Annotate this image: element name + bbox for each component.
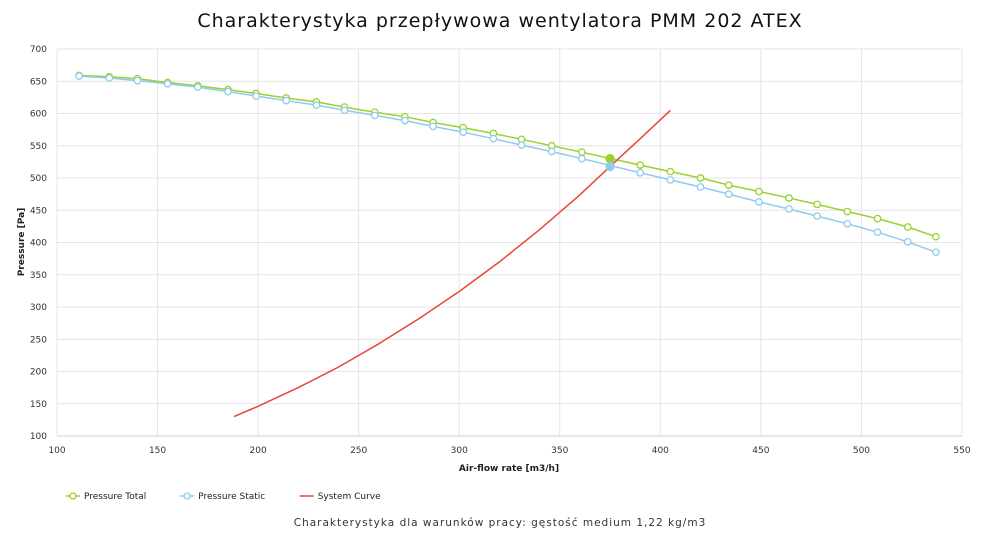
x-tick-label: 200	[250, 446, 267, 456]
data-point	[224, 87, 232, 96]
data-point	[755, 187, 763, 196]
x-tick-label: 350	[551, 446, 568, 456]
y-tick-label: 300	[30, 303, 47, 313]
data-point	[105, 74, 114, 82]
data-point	[312, 101, 321, 109]
legend-item: Pressure Static	[180, 492, 265, 502]
data-point	[666, 176, 675, 184]
data-point	[932, 248, 940, 257]
y-axis-label: Pressure [Pa]	[17, 208, 27, 277]
data-point	[133, 76, 142, 85]
chart-title: Charakterystyka przepływowa wentylatora …	[197, 10, 803, 32]
data-point	[873, 214, 882, 223]
data-point	[578, 154, 586, 163]
data-point	[785, 205, 793, 213]
legend-label: Pressure Static	[198, 492, 265, 502]
data-point	[932, 232, 940, 241]
x-tick-label: 500	[853, 446, 870, 456]
y-tick-label: 550	[30, 142, 47, 152]
y-tick-label: 250	[30, 335, 47, 345]
legend: Pressure Total Pressure Static System Curv…	[66, 492, 381, 502]
y-tick-label: 350	[30, 271, 47, 281]
x-tick-label: 550	[953, 446, 970, 456]
data-point	[843, 207, 852, 216]
series-line	[79, 74, 937, 238]
x-tick-label: 100	[48, 446, 65, 456]
data-point	[282, 96, 291, 105]
legend-item: System Curve	[299, 492, 381, 502]
x-tick-label: 150	[149, 446, 166, 456]
legend-label: System Curve	[318, 492, 381, 502]
y-tick-label: 500	[30, 174, 47, 184]
legend-marker	[69, 492, 77, 500]
y-tick-label: 400	[30, 239, 47, 249]
chart-caption: Charakterystyka dla warunków pracy: gęst…	[293, 517, 707, 529]
data-point	[785, 194, 793, 202]
data-point	[813, 200, 822, 209]
data-point	[517, 141, 526, 149]
y-tick-label: 100	[30, 432, 47, 442]
y-tick-label: 150	[30, 400, 47, 410]
data-point	[75, 72, 83, 80]
y-axis-ticks: 100 150 200 250 300 350 400 450 500 550 600 650 700	[30, 45, 47, 442]
data-point	[578, 148, 586, 157]
series-line	[233, 109, 671, 418]
data-point	[401, 116, 409, 125]
operating-point	[605, 161, 615, 172]
data-point	[193, 83, 202, 91]
grid-lines	[56, 48, 963, 437]
data-point	[636, 168, 645, 177]
y-tick-label: 650	[30, 77, 47, 87]
data-point	[163, 79, 172, 88]
data-point	[724, 181, 733, 189]
y-tick-label: 700	[30, 45, 47, 55]
data-point	[459, 128, 468, 137]
plot-series	[75, 71, 940, 418]
y-tick-label: 200	[30, 368, 47, 378]
data-point	[755, 198, 763, 206]
data-point	[489, 134, 498, 143]
data-point	[843, 219, 852, 228]
data-point	[696, 174, 705, 182]
data-point	[724, 190, 733, 198]
data-point	[873, 228, 882, 237]
data-point	[252, 92, 260, 100]
data-point	[696, 183, 705, 191]
series-line	[79, 75, 937, 253]
data-point	[813, 212, 822, 220]
x-axis-ticks: 100 150 200 250 300 350 400 450 500 550	[48, 446, 970, 456]
x-tick-label: 450	[752, 446, 769, 456]
x-tick-label: 400	[652, 446, 669, 456]
x-tick-label: 250	[350, 446, 367, 456]
y-tick-label: 600	[30, 110, 47, 120]
operating-point	[605, 153, 615, 164]
legend-item: Pressure Total	[66, 492, 146, 502]
data-point	[636, 161, 645, 169]
x-axis-label: Air-flow rate [m3/h]	[459, 464, 559, 474]
x-tick-label: 300	[451, 446, 468, 456]
data-point	[666, 167, 675, 176]
y-tick-label: 450	[30, 206, 47, 216]
data-point	[903, 223, 912, 231]
data-point	[429, 122, 437, 131]
legend-label: Pressure Total	[84, 492, 146, 502]
data-point	[547, 147, 556, 156]
data-point	[340, 106, 349, 115]
legend-marker	[183, 492, 191, 500]
data-point	[370, 111, 379, 120]
data-point	[903, 238, 912, 246]
